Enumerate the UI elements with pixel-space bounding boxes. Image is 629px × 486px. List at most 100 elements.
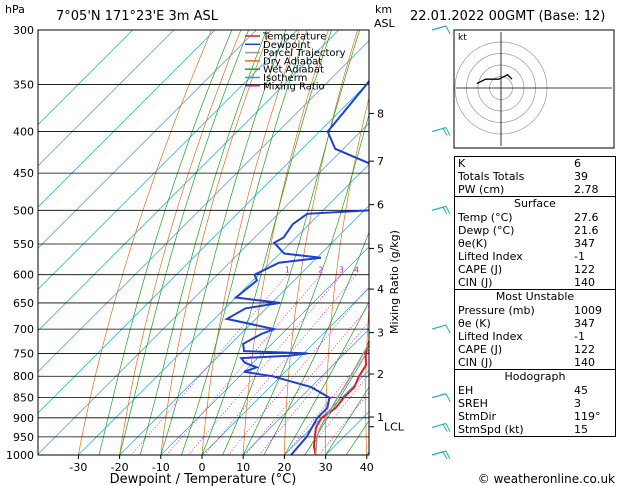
isotherm xyxy=(78,163,369,455)
surface-row: Temp (°C) 27.6 xyxy=(455,211,615,224)
wet-adiabat xyxy=(119,30,249,455)
legend-entry: Parcel Trajectory xyxy=(263,48,346,59)
legend-entry: Isotherm xyxy=(263,73,307,84)
km-tick-label: 3 xyxy=(377,327,384,340)
surface-label: Lifted Index xyxy=(458,250,523,263)
km-tick-label: 4 xyxy=(377,283,384,296)
index-label: K xyxy=(458,157,466,170)
wind-barb-flag xyxy=(445,423,451,432)
unstable-title: Most Unstable xyxy=(495,290,575,303)
pressure-tick-label: 650 xyxy=(13,297,34,310)
hodo-row: StmDir 119° xyxy=(455,410,615,423)
x-tick-label: 0 xyxy=(199,461,206,474)
x-tick-label: -20 xyxy=(111,461,129,474)
unstable-row: Lifted Index -1 xyxy=(455,330,615,343)
legend-entry: Wet Adiabat xyxy=(263,65,324,76)
unstable-value: 122 xyxy=(574,343,595,356)
mixing-ratio-label: 15 xyxy=(427,266,437,275)
wet-adiabat xyxy=(181,30,308,455)
dry-adiabat xyxy=(160,30,271,455)
surface-value: 140 xyxy=(574,276,595,289)
isotherm xyxy=(38,122,369,455)
wind-barb-flag xyxy=(442,206,448,215)
legend-entry: Dewpoint xyxy=(263,40,311,51)
isotherm xyxy=(38,40,369,373)
surface-row: CAPE (J) 122 xyxy=(455,263,615,276)
wind-barbs xyxy=(431,25,451,460)
km-label: km xyxy=(375,3,392,16)
wind-barb-flag xyxy=(445,324,451,334)
hodograph: kt xyxy=(453,29,615,149)
mixing-ratio-label: 3 xyxy=(339,266,344,275)
wind-barb-flag xyxy=(442,424,448,432)
wind-barb-flag xyxy=(445,450,451,460)
unstable-row: Pressure (mb) 1009 xyxy=(455,304,615,317)
x-tick-label: 20 xyxy=(277,461,291,474)
mixing-ratio-label: 1 xyxy=(285,266,290,275)
pressure-tick-label: 950 xyxy=(13,431,34,444)
x-axis-label: Dewpoint / Temperature (°C) xyxy=(110,472,297,486)
surface-label: CAPE (J) xyxy=(458,263,503,276)
hodograph-trace xyxy=(476,74,513,85)
index-label: PW (cm) xyxy=(458,183,505,196)
wind-barb xyxy=(431,450,447,456)
mixing-ratio-label: 2 xyxy=(318,266,323,275)
isotherm xyxy=(119,205,369,455)
unstable-value: -1 xyxy=(574,330,585,343)
km-tick-label: 2 xyxy=(377,368,384,381)
hodo-label: StmSpd (kt) xyxy=(458,423,524,436)
surface-label: CIN (J) xyxy=(458,276,493,289)
hodo-row: StmSpd (kt) 15 xyxy=(455,423,615,436)
mixing-axis-label: Mixing Ratio (g/kg) xyxy=(388,230,401,334)
wind-barb-flag xyxy=(445,393,451,402)
chart-title: 7°05'N 171°23'E 3m ASL xyxy=(56,9,219,24)
pressure-tick-label: 500 xyxy=(13,204,34,217)
wind-barb xyxy=(431,324,447,330)
surface-value: 21.6 xyxy=(574,224,599,237)
hodograph-title: Hodograph xyxy=(504,370,566,383)
unstable-label: CAPE (J) xyxy=(458,343,503,356)
hodo-row: SREH 3 xyxy=(455,397,615,410)
dry-adiabat xyxy=(615,30,629,455)
hodo-label: StmDir xyxy=(458,410,497,423)
x-tick-label: -30 xyxy=(69,461,87,474)
dry-adiabat xyxy=(119,30,242,455)
surface-value: 347 xyxy=(574,237,595,250)
surface-label: Dewp (°C) xyxy=(458,224,515,237)
pressure-unit: hPa xyxy=(5,3,25,16)
series-dewpoint xyxy=(224,79,369,455)
surface-row: CIN (J) 140 xyxy=(455,276,615,289)
km-tick-label: 8 xyxy=(377,107,384,120)
hodograph-unit: kt xyxy=(458,33,467,43)
isotherm xyxy=(38,30,298,290)
mixing-ratio-label: 4 xyxy=(354,266,359,275)
x-tick-label: 10 xyxy=(236,461,250,474)
pressure-tick-label: 750 xyxy=(13,347,34,360)
unstable-value: 1009 xyxy=(574,304,602,317)
mixing-ratio-label: 6 xyxy=(376,266,381,275)
isotherm xyxy=(38,30,133,126)
index-row: Totals Totals 39 xyxy=(455,170,615,183)
wind-barb xyxy=(431,422,447,429)
isotherm xyxy=(38,30,175,167)
km-tick-label: 1 xyxy=(377,411,384,424)
index-value: 2.78 xyxy=(574,183,599,196)
wet-adiabat xyxy=(98,30,233,455)
isotherm xyxy=(242,328,369,455)
index-value: 6 xyxy=(574,157,581,170)
pressure-tick-label: 350 xyxy=(13,78,34,91)
surface-label: Temp (°C) xyxy=(458,211,513,224)
pressure-tick-label: 450 xyxy=(13,167,34,180)
wind-barb xyxy=(431,205,447,211)
pressure-tick-label: 600 xyxy=(13,269,34,282)
surface-row: Dewp (°C) 21.6 xyxy=(455,224,615,237)
surface-label: θe(K) xyxy=(458,237,488,250)
isotherm xyxy=(38,30,216,208)
surface-value: 122 xyxy=(574,263,595,276)
pressure-tick-label: 850 xyxy=(13,392,34,405)
indices-table: K 6 Totals Totals 39 PW (cm) 2.78 Surface Tem… xyxy=(454,156,616,437)
legend-entry: Dry Adiabat xyxy=(263,56,322,67)
wet-adiabat xyxy=(325,386,369,455)
